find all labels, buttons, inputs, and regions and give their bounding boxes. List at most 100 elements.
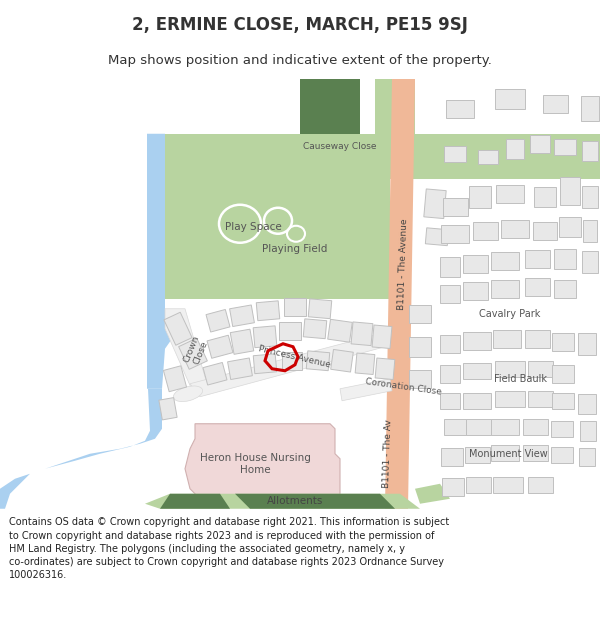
Bar	[440, 335, 460, 352]
Polygon shape	[235, 494, 395, 509]
Bar	[560, 177, 580, 205]
Text: Crown
Close: Crown Close	[182, 334, 211, 367]
Bar	[478, 150, 498, 164]
Polygon shape	[0, 389, 162, 509]
Bar	[409, 370, 431, 388]
Bar	[463, 332, 491, 350]
Bar	[230, 305, 254, 326]
Bar	[583, 220, 597, 242]
Bar	[524, 330, 550, 348]
Text: Heron House Nursing
Home: Heron House Nursing Home	[200, 453, 310, 474]
Bar	[554, 280, 576, 298]
Polygon shape	[415, 484, 450, 504]
Text: Map shows position and indicative extent of the property.: Map shows position and indicative extent…	[108, 54, 492, 68]
Bar	[554, 249, 576, 269]
Bar	[524, 250, 550, 268]
Bar	[409, 337, 431, 357]
Bar	[463, 392, 491, 409]
Bar	[581, 96, 599, 121]
Ellipse shape	[173, 386, 203, 401]
Bar	[443, 198, 467, 216]
Bar	[551, 447, 573, 462]
Text: Coronation Close: Coronation Close	[365, 377, 443, 397]
Bar	[284, 298, 306, 316]
Bar	[523, 445, 548, 461]
Polygon shape	[185, 424, 340, 504]
Bar	[501, 220, 529, 238]
Bar	[552, 392, 574, 409]
Polygon shape	[155, 79, 415, 169]
Polygon shape	[165, 309, 210, 397]
Bar	[256, 301, 280, 321]
Bar	[230, 329, 254, 354]
Text: Causeway Close: Causeway Close	[303, 142, 377, 151]
Bar	[466, 419, 491, 435]
Bar	[496, 185, 524, 202]
Bar	[444, 146, 466, 162]
Bar	[491, 445, 519, 461]
Bar	[523, 419, 548, 435]
Bar	[559, 217, 581, 237]
Bar	[534, 187, 556, 207]
Bar	[440, 257, 460, 277]
Polygon shape	[147, 134, 172, 389]
Text: 2, ERMINE CLOSE, MARCH, PE15 9SJ: 2, ERMINE CLOSE, MARCH, PE15 9SJ	[132, 16, 468, 34]
Text: Monument View: Monument View	[469, 449, 547, 459]
Text: Princess Avenue: Princess Avenue	[258, 344, 332, 369]
Text: Contains OS data © Crown copyright and database right 2021. This information is : Contains OS data © Crown copyright and d…	[9, 518, 449, 580]
Text: Playing Field: Playing Field	[262, 244, 328, 254]
Bar	[579, 448, 595, 466]
Bar	[495, 361, 525, 377]
Polygon shape	[190, 334, 385, 397]
Bar	[463, 255, 487, 272]
Bar	[542, 95, 568, 112]
Text: Allotments: Allotments	[267, 496, 323, 506]
Bar	[491, 280, 519, 298]
Bar	[355, 353, 375, 374]
Text: Field Baulk: Field Baulk	[493, 374, 547, 384]
Text: Cavalry Park: Cavalry Park	[479, 309, 541, 319]
Bar	[463, 362, 491, 379]
Bar	[179, 338, 208, 369]
Bar	[253, 354, 277, 374]
Polygon shape	[385, 79, 415, 509]
Polygon shape	[155, 134, 390, 299]
Bar	[463, 282, 487, 300]
Bar	[440, 285, 460, 302]
Bar	[495, 391, 525, 407]
Bar	[533, 222, 557, 240]
Bar	[440, 392, 460, 409]
Polygon shape	[390, 134, 600, 179]
Bar	[582, 251, 598, 272]
Text: Play Space: Play Space	[224, 222, 281, 232]
Bar	[163, 366, 187, 392]
Bar	[554, 139, 576, 155]
Bar	[375, 358, 395, 379]
Bar	[506, 139, 524, 159]
Bar	[464, 447, 490, 462]
Bar	[207, 335, 233, 358]
Text: B1101 - The Av: B1101 - The Av	[382, 419, 394, 488]
Bar	[279, 322, 301, 340]
Bar	[331, 349, 353, 372]
Bar	[527, 391, 553, 407]
Bar	[491, 419, 519, 435]
Bar	[446, 100, 474, 118]
Bar	[578, 394, 596, 414]
Bar	[493, 477, 523, 492]
Text: B1101 - The Avenue: B1101 - The Avenue	[397, 218, 409, 309]
Bar	[440, 365, 460, 382]
Bar	[473, 222, 497, 240]
Bar	[527, 477, 553, 492]
Bar	[409, 305, 431, 322]
Bar	[351, 322, 373, 346]
Polygon shape	[300, 79, 360, 134]
Bar	[425, 228, 449, 246]
Bar	[159, 398, 177, 420]
Bar	[442, 478, 464, 496]
Bar	[308, 299, 332, 319]
Bar	[493, 330, 521, 348]
Polygon shape	[145, 494, 420, 509]
Bar	[441, 225, 469, 242]
Bar	[227, 358, 253, 379]
